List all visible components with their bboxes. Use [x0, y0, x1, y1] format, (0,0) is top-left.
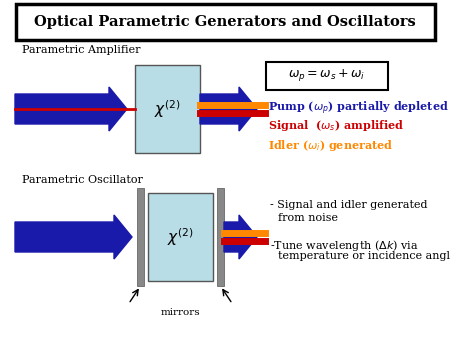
- FancyBboxPatch shape: [266, 62, 388, 90]
- Text: Optical Parametric Generators and Oscillators: Optical Parametric Generators and Oscill…: [34, 15, 416, 29]
- Text: $\omega_p = \omega_s + \omega_i$: $\omega_p = \omega_s + \omega_i$: [288, 67, 366, 83]
- Text: Signal  ($\omega_s$) amplified: Signal ($\omega_s$) amplified: [268, 118, 404, 133]
- FancyArrow shape: [15, 87, 127, 131]
- Text: temperature or incidence angle: temperature or incidence angle: [278, 251, 450, 261]
- Text: mirrors: mirrors: [161, 308, 200, 317]
- Text: $\chi^{(2)}$: $\chi^{(2)}$: [167, 226, 194, 248]
- Bar: [137, 188, 144, 286]
- FancyArrow shape: [224, 215, 257, 259]
- Bar: [148, 193, 213, 281]
- Text: - Signal and idler generated: - Signal and idler generated: [270, 200, 428, 210]
- Bar: [217, 188, 224, 286]
- FancyArrow shape: [200, 87, 257, 131]
- Text: Idler ($\omega_i$) generated: Idler ($\omega_i$) generated: [268, 138, 393, 153]
- FancyBboxPatch shape: [16, 4, 435, 40]
- Text: Parametric Oscillator: Parametric Oscillator: [22, 175, 143, 185]
- Text: Parametric Amplifier: Parametric Amplifier: [22, 45, 140, 55]
- Text: Pump ($\omega_p$) partially depleted: Pump ($\omega_p$) partially depleted: [268, 100, 449, 117]
- Bar: [135, 65, 200, 153]
- Text: -Tune wavelength ($\Delta k$) via: -Tune wavelength ($\Delta k$) via: [270, 238, 418, 253]
- FancyArrow shape: [15, 215, 132, 259]
- Text: $\chi^{(2)}$: $\chi^{(2)}$: [154, 98, 181, 120]
- Text: from noise: from noise: [278, 213, 338, 223]
